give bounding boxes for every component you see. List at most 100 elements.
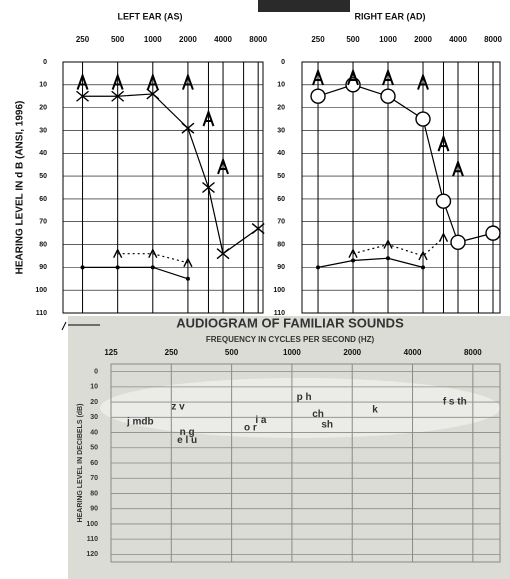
x-tick-label: 1000: [144, 35, 162, 44]
x-tick-label: 500: [225, 348, 239, 357]
marker-x: [76, 90, 89, 102]
marker-caret: [383, 238, 393, 249]
y-tick-label: 60: [39, 196, 47, 203]
y-tick-label: 60: [277, 196, 285, 203]
y-tick-label: 110: [274, 310, 285, 317]
sound-label: n g: [180, 427, 195, 438]
y-tick-label: 50: [277, 173, 285, 180]
sound-label: z v: [171, 401, 185, 412]
y-tick-label: 70: [90, 475, 98, 482]
y-tick-label: 100: [86, 521, 98, 528]
x-tick-label: 8000: [484, 35, 502, 44]
marker-o: [435, 193, 452, 209]
marker-a: [217, 156, 229, 175]
marker-a: [312, 67, 324, 86]
marker-x: [181, 122, 195, 134]
marker-a: [437, 134, 450, 152]
marker-a: [347, 67, 359, 86]
x-tick-label: 2000: [343, 348, 361, 357]
marker-a: [146, 72, 159, 90]
marker-caret: [348, 248, 358, 258]
sound-label: ch: [312, 409, 324, 420]
chart-subtitle: FREQUENCY IN CYCLES PER SECOND (HZ): [206, 335, 375, 344]
marker-caret: [438, 232, 449, 243]
x-tick-label: 125: [104, 348, 118, 357]
marker-dot: [80, 265, 85, 270]
y-axis-label: HEARING LEVEL IN d B (ANSI, 1996): [15, 101, 26, 275]
marker-dot: [316, 265, 321, 270]
series-line: [352, 237, 444, 257]
y-tick-label: 90: [90, 506, 98, 513]
x-tick-label: 250: [165, 348, 179, 357]
series-line: [317, 84, 494, 243]
x-tick-label: 4000: [214, 35, 232, 44]
y-tick-label: 50: [90, 445, 98, 452]
marker-x: [146, 88, 160, 100]
marker-o: [415, 111, 431, 127]
marker-o: [380, 88, 396, 104]
y-tick-label: 90: [39, 264, 47, 271]
marker-x: [251, 223, 265, 235]
marker-o: [310, 88, 326, 104]
marker-caret: [148, 248, 158, 258]
y-tick-label: 10: [90, 384, 98, 391]
chart-title: AUDIOGRAM OF FAMILIAR SOUNDS: [176, 315, 404, 330]
y-tick-label: 30: [277, 127, 285, 134]
sound-label: j mdb: [126, 417, 154, 428]
marker-x: [202, 181, 215, 194]
chart-title: LEFT EAR (AS): [118, 11, 183, 21]
marker-a: [181, 72, 194, 90]
y-tick-label: 10: [277, 82, 285, 89]
sound-label: k: [372, 404, 378, 415]
marker-dot: [421, 265, 426, 270]
marker-x: [111, 90, 125, 102]
y-tick-label: 70: [277, 219, 285, 226]
marker-x: [216, 248, 230, 260]
y-tick-label: 120: [86, 551, 98, 558]
plot-frame: [62, 61, 264, 314]
charts: LEFT EAR (AS) HEARING LEVEL IN d B (ANSI,…: [15, 11, 502, 563]
marker-caret: [418, 250, 428, 261]
sound-label: e l u: [177, 435, 197, 446]
marker-a: [452, 159, 464, 177]
x-tick-label: 2000: [179, 35, 197, 44]
marker-caret: [183, 257, 193, 268]
y-tick-label: 60: [90, 460, 98, 467]
marker-a: [417, 72, 429, 90]
y-tick-label: 0: [281, 59, 285, 66]
y-tick-label: 20: [90, 399, 98, 406]
marker-a: [76, 72, 89, 90]
y-axis-label: HEARING LEVEL IN DECIBELS (dB): [77, 404, 84, 523]
x-tick-label: 8000: [249, 35, 267, 44]
x-tick-label: 1000: [379, 35, 397, 44]
y-tick-label: 100: [35, 287, 47, 294]
marker-dot: [386, 256, 391, 261]
fragment: [61, 321, 100, 331]
y-tick-label: 80: [90, 490, 98, 497]
marker-dot: [150, 265, 155, 270]
marker-dot: [185, 276, 190, 281]
marker-o: [485, 225, 501, 241]
x-tick-label: 4000: [404, 348, 422, 357]
y-tick-label: 20: [39, 104, 47, 111]
series-line: [117, 253, 189, 264]
y-tick-label: 40: [39, 150, 47, 157]
y-tick-label: 80: [39, 241, 47, 248]
y-tick-label: 10: [39, 82, 47, 89]
y-tick-label: 30: [39, 127, 47, 134]
y-tick-label: 110: [36, 310, 47, 317]
x-tick-label: 250: [76, 35, 90, 44]
y-tick-label: 100: [273, 287, 285, 294]
speech-area: [100, 378, 500, 438]
marker-a: [202, 109, 215, 127]
marker-caret: [113, 248, 123, 258]
y-tick-label: 0: [94, 368, 98, 375]
y-tick-label: 30: [90, 414, 98, 421]
y-tick-label: 70: [39, 219, 47, 226]
thumbnail: [258, 0, 350, 12]
y-tick-label: 0: [43, 59, 47, 66]
y-tick-label: 40: [277, 150, 285, 157]
x-tick-label: 500: [346, 35, 360, 44]
x-tick-label: 250: [311, 35, 325, 44]
